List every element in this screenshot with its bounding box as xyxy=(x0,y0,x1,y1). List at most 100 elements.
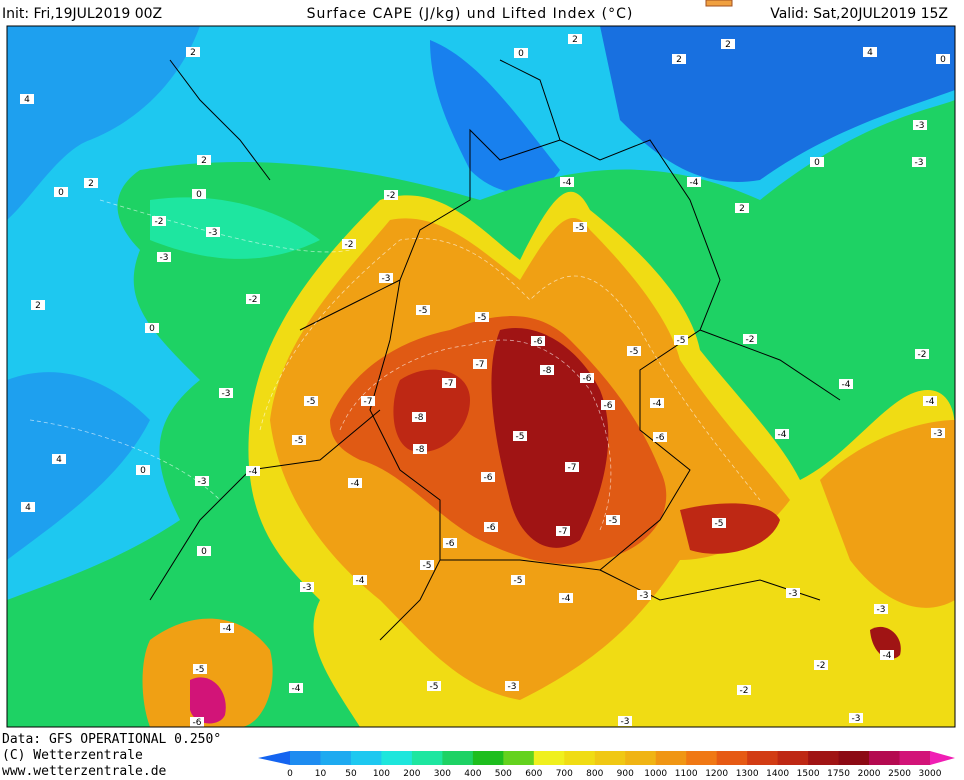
li-label-box xyxy=(627,346,641,356)
li-label-text: -7 xyxy=(559,527,568,537)
li-label: -2 xyxy=(342,239,356,250)
colorbar-label: 100 xyxy=(373,769,390,779)
li-label-box xyxy=(513,431,527,441)
li-label: -8 xyxy=(413,444,427,455)
li-label-text: 2 xyxy=(572,35,578,45)
li-label: -7 xyxy=(473,359,487,370)
li-label-box xyxy=(540,365,554,375)
li-label-text: -3 xyxy=(789,589,798,599)
li-label-text: -4 xyxy=(356,576,365,586)
li-label-text: 2 xyxy=(676,55,682,65)
li-label-box xyxy=(839,379,853,389)
li-label-box xyxy=(353,575,367,585)
li-label-box xyxy=(442,378,456,388)
li-label: 2 xyxy=(568,34,582,45)
li-label: -3 xyxy=(786,588,800,599)
li-label-box xyxy=(737,685,751,695)
li-label: -5 xyxy=(292,435,306,446)
li-label-text: -6 xyxy=(484,473,493,483)
li-label: -6 xyxy=(190,717,204,728)
li-label-box xyxy=(560,177,574,187)
li-labels: 2 4 2 2 0 0 -2 -3 -3 -2 2 0 -2 -3 -2 -5 -5 -6 -5 -4 -7 -7 -8 -6… xyxy=(20,34,950,728)
region-low xyxy=(430,40,560,193)
li-label: -6 xyxy=(601,400,615,411)
li-label-box xyxy=(413,444,427,454)
li-label: -7 xyxy=(556,526,570,537)
li-label-box xyxy=(412,412,426,422)
li-label-box xyxy=(849,713,863,723)
li-label: -8 xyxy=(540,365,554,376)
li-label-text: 2 xyxy=(725,40,731,50)
li-label: -5 xyxy=(427,681,441,692)
li-label-text: -5 xyxy=(419,306,428,316)
li-label: -3 xyxy=(505,681,519,692)
li-label-text: -8 xyxy=(416,445,425,455)
colorbar-swatch xyxy=(869,751,901,765)
li-label-text: -3 xyxy=(877,605,886,615)
colorbar-label: 300 xyxy=(434,769,451,779)
li-label-text: -2 xyxy=(918,350,927,360)
li-label-box xyxy=(743,334,757,344)
li-label-text: 0 xyxy=(940,55,946,65)
li-label-box xyxy=(712,518,726,528)
li-label-text: -3 xyxy=(222,389,231,399)
li-label-box xyxy=(653,432,667,442)
colorbar-swatch xyxy=(777,751,809,765)
li-label-text: -4 xyxy=(562,594,571,604)
li-label-box xyxy=(936,54,950,64)
region-low xyxy=(600,26,955,182)
colorbar-label: 400 xyxy=(464,769,481,779)
li-label-box xyxy=(443,538,457,548)
li-label: 4 xyxy=(20,94,34,105)
map-area: 2 4 2 2 0 0 -2 -3 -3 -2 2 0 -2 -3 -2 -5 -5 -6 -5 -4 -7 -7 -8 -6… xyxy=(7,26,955,728)
li-label-box xyxy=(565,462,579,472)
li-label-box xyxy=(514,48,528,58)
li-label-box xyxy=(197,155,211,165)
li-label-text: -6 xyxy=(193,718,202,728)
li-label-box xyxy=(219,388,233,398)
li-label: 2 xyxy=(84,178,98,189)
li-label: -5 xyxy=(627,346,641,357)
li-label-box xyxy=(136,465,150,475)
li-label-text: -7 xyxy=(568,463,577,473)
li-label-box xyxy=(874,604,888,614)
li-label-box xyxy=(810,157,824,167)
colorbar-arrow-high xyxy=(930,751,955,765)
colorbar-label: 2000 xyxy=(858,769,881,779)
li-label-text: -6 xyxy=(487,523,496,533)
li-label: -5 xyxy=(304,396,318,407)
li-label-box xyxy=(289,683,303,693)
li-label-box xyxy=(292,435,306,445)
li-label: 2 xyxy=(721,39,735,50)
li-label-text: -4 xyxy=(778,430,787,440)
colorbar-swatch xyxy=(716,751,748,765)
li-label: -4 xyxy=(559,593,573,604)
li-label-box xyxy=(246,466,260,476)
li-label-box xyxy=(511,575,525,585)
li-label-box xyxy=(650,398,664,408)
website: www.wetterzentrale.de xyxy=(2,764,167,779)
li-label-text: -4 xyxy=(249,467,258,477)
colorbar-label: 2500 xyxy=(888,769,911,779)
li-label-text: -4 xyxy=(292,684,301,694)
li-label: -5 xyxy=(475,312,489,323)
colorbar-label: 0 xyxy=(287,769,293,779)
colorbar-label: 1100 xyxy=(675,769,698,779)
colorbar-swatch xyxy=(625,751,657,765)
li-label-box xyxy=(193,664,207,674)
li-label: -8 xyxy=(412,412,426,423)
region-mid xyxy=(150,197,320,259)
li-label-text: -4 xyxy=(883,651,892,661)
li-label-text: -6 xyxy=(656,433,665,443)
colorbar-swatch xyxy=(594,751,626,765)
colorbar-label: 900 xyxy=(617,769,634,779)
li-label-box xyxy=(775,429,789,439)
li-label: 0 xyxy=(197,546,211,557)
li-label-text: -5 xyxy=(576,223,585,233)
colorbar: 0 10 50 100 200 300 400 500 600 700 800 900 1000 1100… xyxy=(258,751,955,779)
li-label-box xyxy=(192,189,206,199)
li-label-text: 4 xyxy=(867,48,873,58)
li-label: 0 xyxy=(514,48,528,59)
li-label: -6 xyxy=(484,522,498,533)
li-label-box xyxy=(197,546,211,556)
